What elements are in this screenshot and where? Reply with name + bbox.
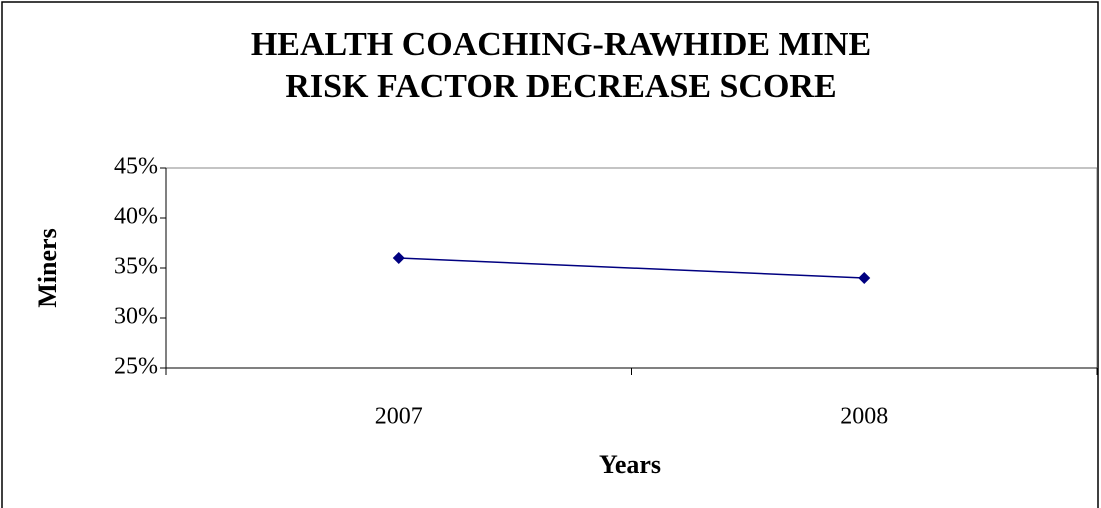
line — [398, 257, 865, 279]
x-axis-title: Years — [599, 450, 661, 479]
x-tick-label: 2007 — [375, 404, 423, 430]
y-tick-label: 35% — [114, 254, 158, 280]
y-tick-label: 45% — [114, 154, 158, 180]
chart-title: RISK FACTOR DECREASE SCORE — [285, 68, 836, 105]
y-tick-label: 40% — [114, 204, 158, 230]
marker — [858, 272, 871, 284]
y-tick-label: 30% — [114, 304, 158, 330]
y-tick-label: 25% — [114, 354, 158, 380]
y-axis-title: Miners — [33, 228, 62, 307]
x-tick-label: 2008 — [840, 404, 888, 430]
chart-title: HEALTH COACHING-RAWHIDE MINE — [251, 26, 871, 63]
marker — [392, 252, 405, 264]
